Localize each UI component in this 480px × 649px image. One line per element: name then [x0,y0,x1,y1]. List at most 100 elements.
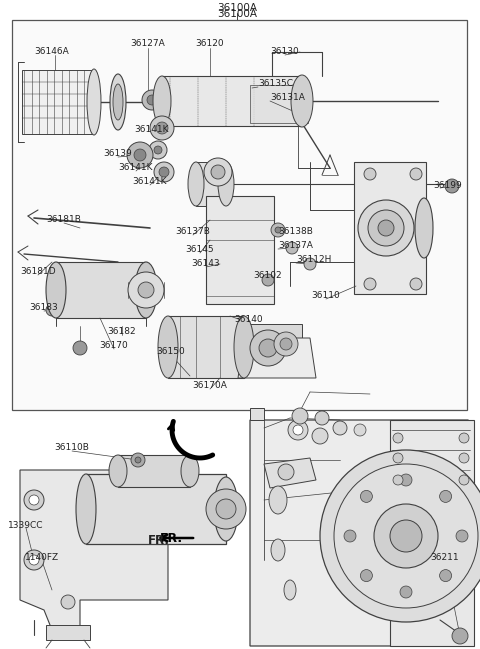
Circle shape [410,278,422,290]
Text: 36127A: 36127A [131,40,166,49]
Circle shape [286,242,298,254]
Circle shape [250,330,286,366]
Text: 1339CC: 1339CC [8,520,44,530]
Ellipse shape [214,477,238,541]
Bar [196,162,226,206]
Text: 36100A: 36100A [217,3,257,13]
Text: 36110: 36110 [312,291,340,300]
Text: 36211: 36211 [431,554,459,563]
Ellipse shape [415,198,433,258]
Circle shape [354,424,366,436]
Bar [250,85,308,123]
Bar [56,262,146,318]
Text: 36130: 36130 [271,47,300,56]
Circle shape [360,570,372,582]
Text: 36150: 36150 [156,347,185,356]
Bar [118,455,190,487]
Text: 36110B: 36110B [55,443,89,452]
Text: 36141K: 36141K [133,177,167,186]
Circle shape [46,304,58,316]
Circle shape [280,338,292,350]
Text: 36145: 36145 [186,245,214,254]
Circle shape [304,258,316,270]
Polygon shape [264,458,316,488]
Text: 36141K: 36141K [119,164,153,173]
Ellipse shape [87,69,101,135]
Text: 36131A: 36131A [270,93,305,103]
Text: 36112H: 36112H [296,256,331,265]
Circle shape [275,227,281,233]
Polygon shape [46,625,90,640]
Circle shape [29,555,39,565]
Circle shape [360,491,372,502]
Polygon shape [390,420,474,646]
Bar [12,20,467,410]
Text: 36140: 36140 [235,315,264,324]
Text: 36137A: 36137A [278,241,313,251]
Circle shape [149,141,167,159]
Circle shape [29,495,39,505]
Circle shape [368,210,404,246]
Circle shape [24,550,44,570]
Circle shape [374,504,438,568]
Ellipse shape [109,455,127,487]
Circle shape [293,425,303,435]
Circle shape [135,457,141,463]
Circle shape [440,570,452,582]
Ellipse shape [46,262,66,318]
Bar [206,196,274,304]
Text: 36135C: 36135C [258,79,293,88]
Bar [168,316,244,378]
Circle shape [320,450,480,622]
Circle shape [216,499,236,519]
Circle shape [154,146,162,154]
Circle shape [333,421,347,435]
Text: 36170A: 36170A [192,382,228,391]
Polygon shape [250,420,474,646]
Circle shape [142,90,162,110]
Ellipse shape [269,486,287,514]
Text: 36137B: 36137B [176,228,210,236]
Circle shape [315,411,329,425]
Text: 36138B: 36138B [278,228,313,236]
Ellipse shape [113,84,123,120]
Circle shape [128,272,164,308]
Ellipse shape [76,474,96,544]
Text: 36199: 36199 [433,180,462,190]
Circle shape [378,220,394,236]
Ellipse shape [291,75,313,127]
Bar [354,162,426,294]
Circle shape [159,167,169,177]
Bar [86,474,226,544]
Circle shape [61,595,75,609]
Circle shape [262,274,274,286]
Circle shape [459,433,469,443]
Text: 36181D: 36181D [20,267,56,276]
Circle shape [138,282,154,298]
Circle shape [459,453,469,463]
Circle shape [73,341,87,355]
Circle shape [259,339,277,357]
Circle shape [456,530,468,542]
Circle shape [400,474,412,486]
Text: 1140FZ: 1140FZ [25,554,59,563]
Circle shape [459,475,469,485]
Circle shape [410,168,422,180]
Circle shape [150,116,174,140]
Circle shape [334,464,478,608]
Circle shape [364,168,376,180]
Circle shape [288,420,308,440]
Circle shape [393,433,403,443]
Circle shape [440,491,452,502]
Circle shape [204,158,232,186]
Polygon shape [250,408,264,420]
Ellipse shape [271,539,285,561]
Circle shape [452,628,468,644]
Polygon shape [238,338,316,378]
Circle shape [274,332,298,356]
Text: 36181B: 36181B [47,215,82,225]
Ellipse shape [284,580,296,600]
Bar [162,76,302,126]
Ellipse shape [110,74,126,130]
Circle shape [364,278,376,290]
